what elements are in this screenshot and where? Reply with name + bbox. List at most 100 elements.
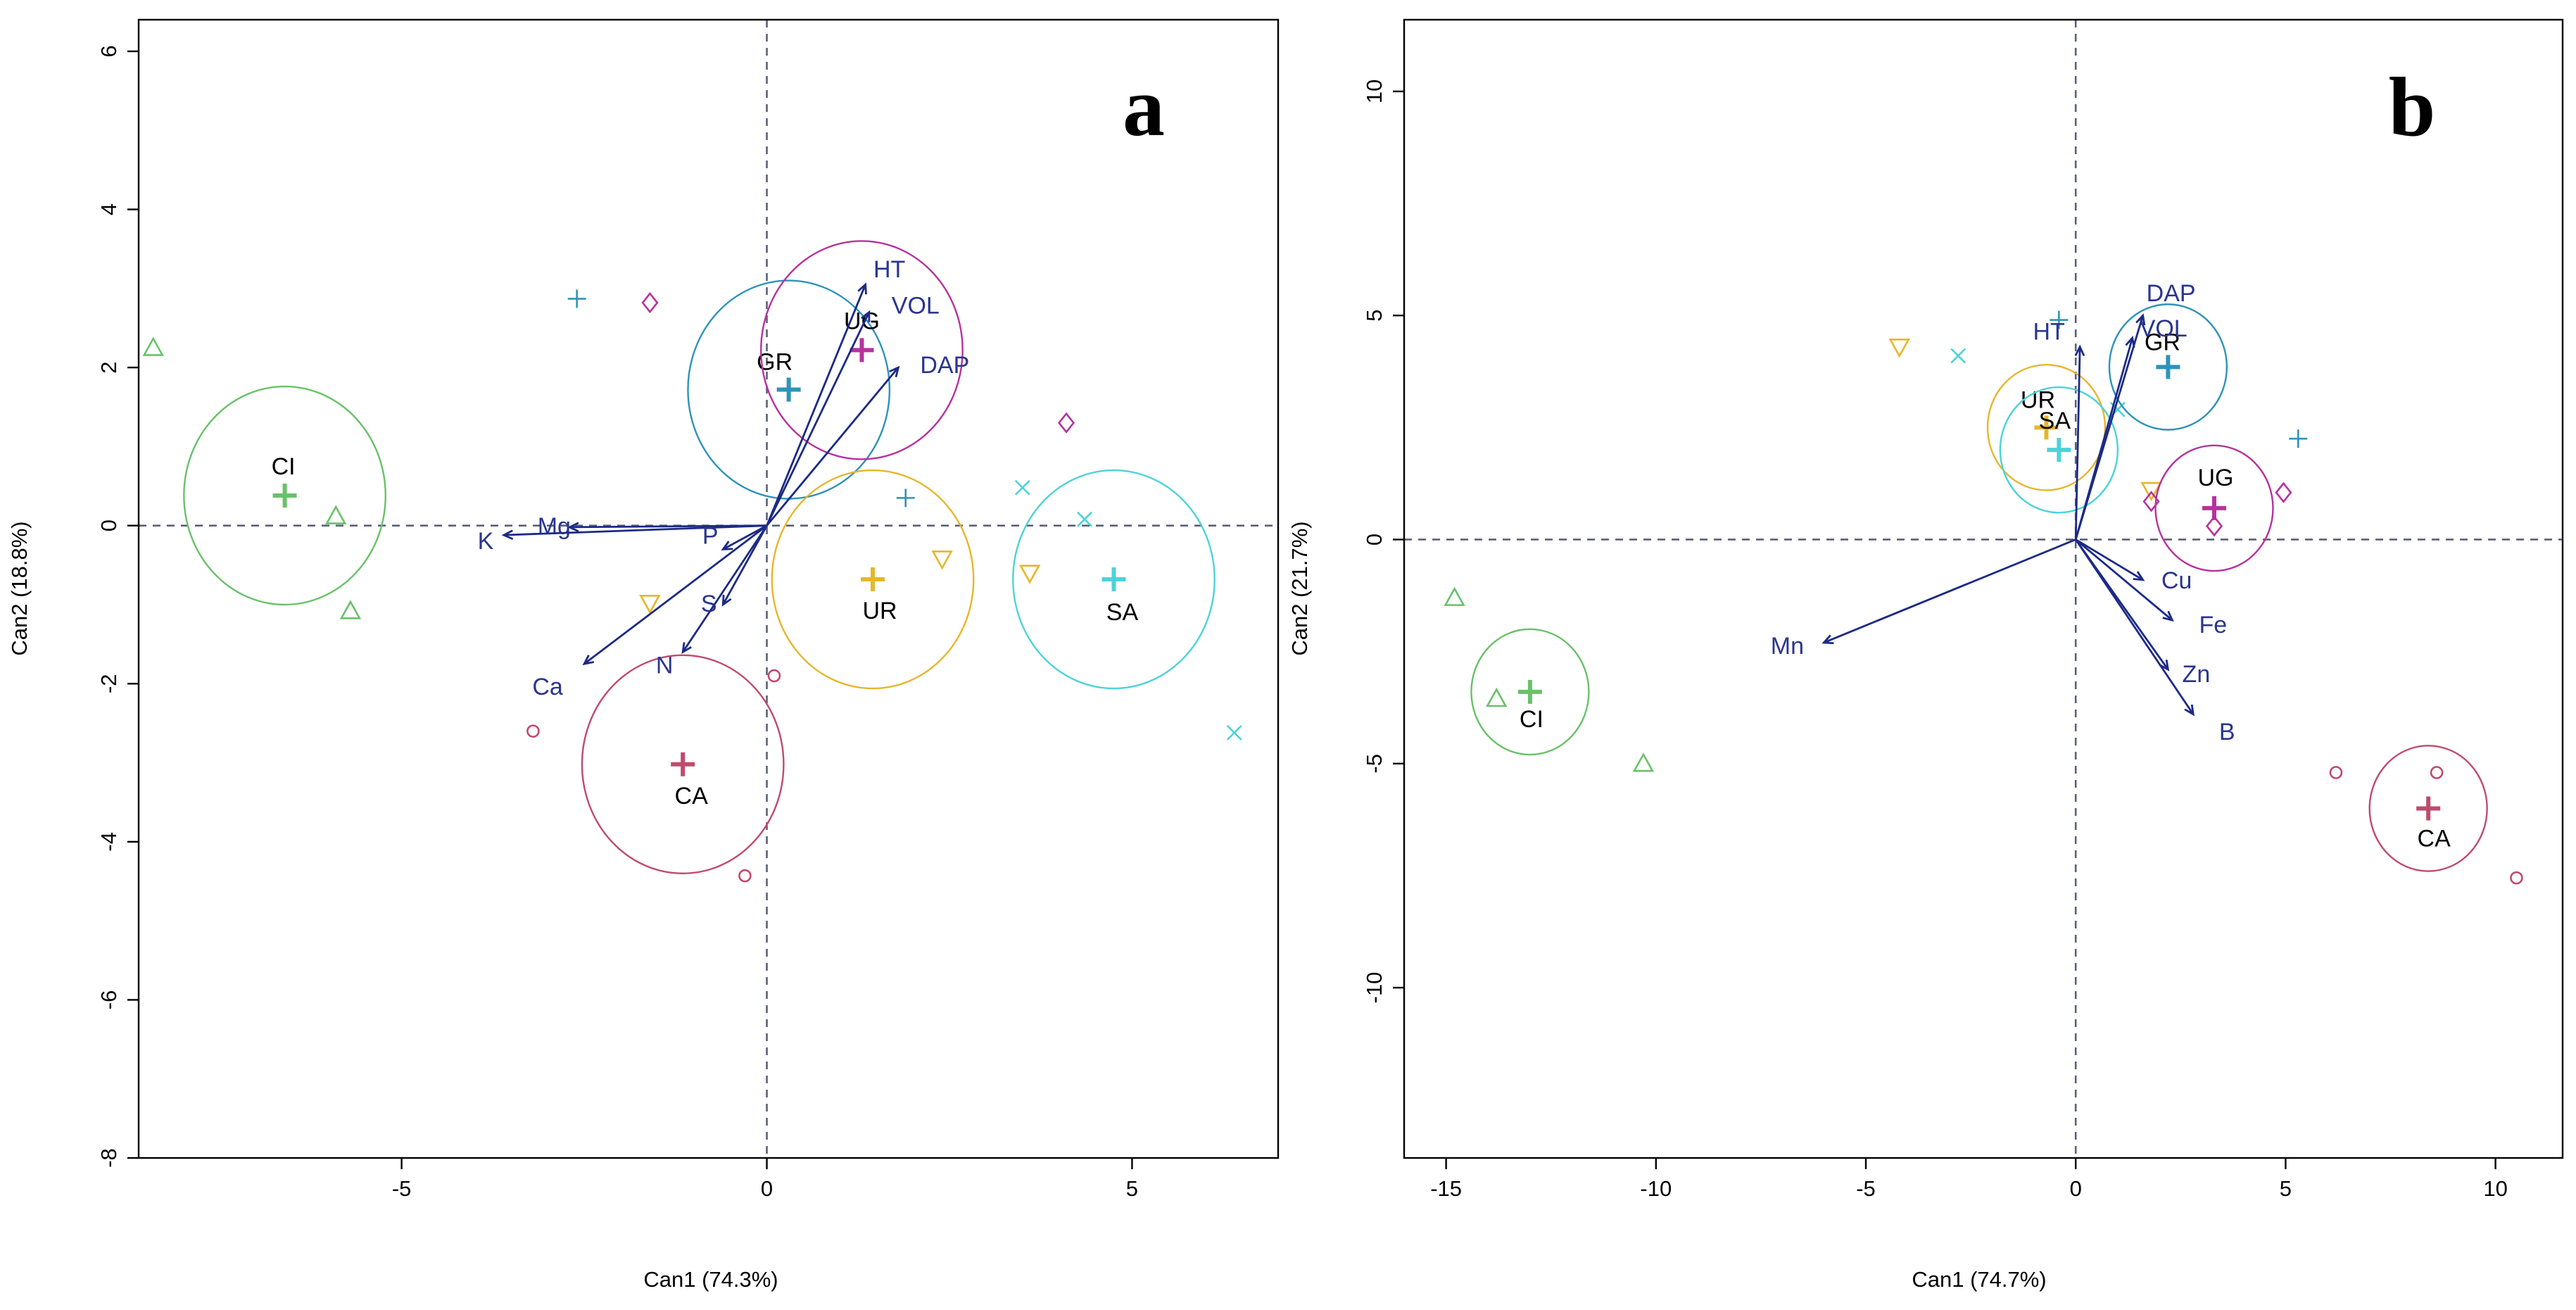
centroid-ca [2416, 796, 2441, 821]
arrow-n [682, 524, 768, 653]
x-tick-label: 5 [1126, 1176, 1138, 1201]
arrow-cu [2075, 539, 2144, 581]
variable-label-dap: DAP [920, 352, 969, 379]
y-tick-label: 5 [1362, 310, 1387, 322]
arrow-ht [766, 284, 866, 527]
arrowhead-vol [861, 310, 871, 322]
variable-label-b: B [2219, 719, 2235, 745]
x-axis-title: Can1 (74.7%) [1912, 1267, 2046, 1292]
arrowhead-ht [857, 282, 867, 295]
y-tick-label: -8 [96, 1148, 121, 1168]
arrow-k [503, 524, 767, 536]
arrow-s [722, 524, 768, 605]
arrow-mn [1823, 539, 2076, 644]
variable-label-ca: Ca [532, 674, 563, 700]
data-point-ug [2142, 491, 2160, 512]
x-tick-label: 0 [761, 1176, 773, 1201]
data-point-ur [1888, 339, 1910, 358]
arrowhead-fe [2162, 610, 2174, 622]
y-axis-title: Can2 (18.8%) [7, 521, 32, 655]
group-label-ug: UG [2198, 465, 2234, 491]
data-point-ur [1018, 565, 1041, 584]
centroid-gr [776, 377, 801, 402]
variable-label-n: N [656, 652, 674, 679]
arrowhead-vol [2125, 335, 2135, 348]
arrow-ca [583, 524, 768, 665]
panel-b: -15 -10 -5 0 5 10 -10 -5 0 5 10 Can1 (74.7%) Can2 (2… [1287, 18, 2564, 1292]
variable-label-ht: HT [2033, 319, 2065, 346]
data-point-ci [339, 600, 362, 619]
confidence-circle-ur [1986, 363, 2107, 491]
centroid-sa [2047, 438, 2071, 462]
data-point-ug [2205, 515, 2223, 537]
x-tick-label: 0 [2070, 1176, 2082, 1201]
x-tick-label: 10 [2483, 1176, 2507, 1201]
panel-a: -5 0 5 -8 -6 -4 -2 0 2 4 6 Can1 (74.3%) Can2 (18.8%)… [7, 18, 1280, 1292]
variable-label-fe: Fe [2199, 612, 2228, 638]
data-point-sa [1950, 348, 1966, 364]
y-tick-label: -5 [1362, 754, 1387, 774]
variable-label-p: P [702, 522, 719, 549]
data-point-ca [526, 724, 540, 738]
data-point-ci [142, 336, 164, 356]
arrow-vol [2074, 337, 2134, 540]
variable-label-dap: DAP [2147, 280, 2196, 307]
confidence-circle-gr [2108, 303, 2228, 431]
plot-frame [137, 18, 1280, 1159]
centroid-ci [272, 483, 297, 508]
data-point-ci [1485, 687, 1508, 707]
data-point-ug [1057, 412, 1075, 434]
arrowhead-zn [2159, 660, 2170, 672]
arrow-vol [766, 311, 871, 527]
arrow-p [722, 524, 768, 550]
data-point-gr [567, 289, 586, 308]
data-point-sa [1226, 724, 1242, 741]
y-tick-label: 0 [1362, 534, 1387, 546]
plot-frame [1403, 18, 2564, 1159]
y-tick-label: 2 [96, 361, 121, 373]
confidence-circle-ca [581, 654, 785, 874]
arrowhead-b [2184, 704, 2195, 717]
group-label-ci: CI [1520, 706, 1543, 733]
arrowhead-ca [582, 655, 595, 666]
data-point-ci [1444, 586, 1465, 606]
panel-letter: b [2389, 60, 2436, 153]
confidence-circle-ug [2154, 444, 2274, 572]
data-point-ca [2510, 871, 2523, 885]
arrowhead-ht [2074, 344, 2085, 357]
variable-label-cu: Cu [2161, 567, 2192, 594]
arrowhead-mn [1821, 634, 1834, 645]
variable-label-vol: VOL [2140, 315, 2187, 342]
group-label-sa: SA [2039, 408, 2071, 434]
confidence-circle-ug [760, 240, 964, 460]
y-axis-title: Can2 (21.7%) [1287, 521, 1312, 655]
data-point-sa [1077, 511, 1092, 527]
centroid-ug [850, 338, 874, 363]
arrowhead-k [501, 529, 514, 541]
data-point-ca [2329, 766, 2343, 779]
x-tick-label: 5 [2280, 1176, 2292, 1201]
panel-letter: a [1123, 60, 1165, 153]
arrowhead-dap [889, 365, 900, 378]
y-tick-label: 6 [96, 45, 121, 57]
data-point-ur [931, 550, 953, 570]
centroid-ur [861, 567, 885, 592]
data-point-gr [2289, 429, 2308, 448]
data-point-ur [2140, 481, 2162, 502]
y-tick-label: 10 [1362, 80, 1387, 103]
x-tick-label: -5 [1856, 1176, 1876, 1201]
data-point-gr [2050, 310, 2069, 329]
variable-label-vol: VOL [892, 292, 940, 319]
data-point-ci [1632, 752, 1655, 772]
y-tick-label: 4 [96, 203, 121, 215]
centroid-ug [2202, 496, 2227, 520]
data-point-ca [767, 669, 781, 683]
data-point-ug [641, 291, 659, 314]
arrow-ht [2074, 346, 2081, 540]
data-point-ur [639, 595, 661, 615]
group-label-ci: CI [272, 453, 296, 480]
centroid-ca [671, 752, 695, 776]
